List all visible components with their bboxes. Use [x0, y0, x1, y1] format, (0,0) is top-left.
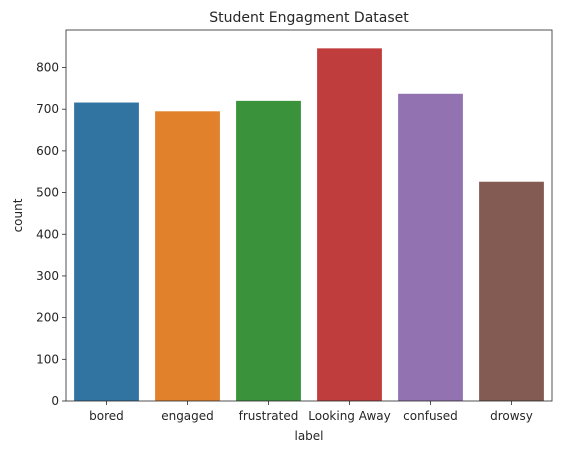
- plot-frame: [65, 29, 553, 402]
- y-tick-label: 400: [36, 227, 59, 241]
- y-tick-label: 500: [36, 186, 59, 200]
- y-tick-label: 300: [36, 269, 59, 283]
- x-tick-label: Looking Away: [308, 409, 390, 423]
- y-tick-label: 600: [36, 144, 59, 158]
- bar-confused: [398, 93, 463, 401]
- bars-group: [74, 48, 544, 402]
- x-tick-label: engaged: [161, 409, 214, 423]
- y-tick-label: 100: [36, 352, 59, 366]
- y-tick-label: 0: [51, 394, 59, 408]
- bar-drowsy: [479, 181, 544, 401]
- x-tick-label: frustrated: [239, 409, 299, 423]
- x-ticks-group: bored engaged frustrated Looking Away confus…: [89, 401, 533, 423]
- bar-looking-away: [317, 48, 382, 401]
- y-ticks-group: 0 100 200 300 400 500 600 700 800: [36, 61, 66, 408]
- x-tick-label: drowsy: [490, 409, 533, 423]
- x-axis-label: label: [294, 429, 323, 443]
- bar-frustrated: [236, 100, 301, 401]
- y-tick-label: 800: [36, 61, 59, 75]
- bar-engaged: [155, 111, 220, 402]
- x-tick-label: bored: [89, 409, 124, 423]
- x-tick-label: confused: [403, 409, 458, 423]
- y-tick-label: 700: [36, 102, 59, 116]
- y-tick-label: 200: [36, 311, 59, 325]
- bar-bored: [74, 102, 139, 401]
- chart-title: Student Engagment Dataset: [209, 10, 409, 26]
- y-axis-label: count: [11, 198, 25, 232]
